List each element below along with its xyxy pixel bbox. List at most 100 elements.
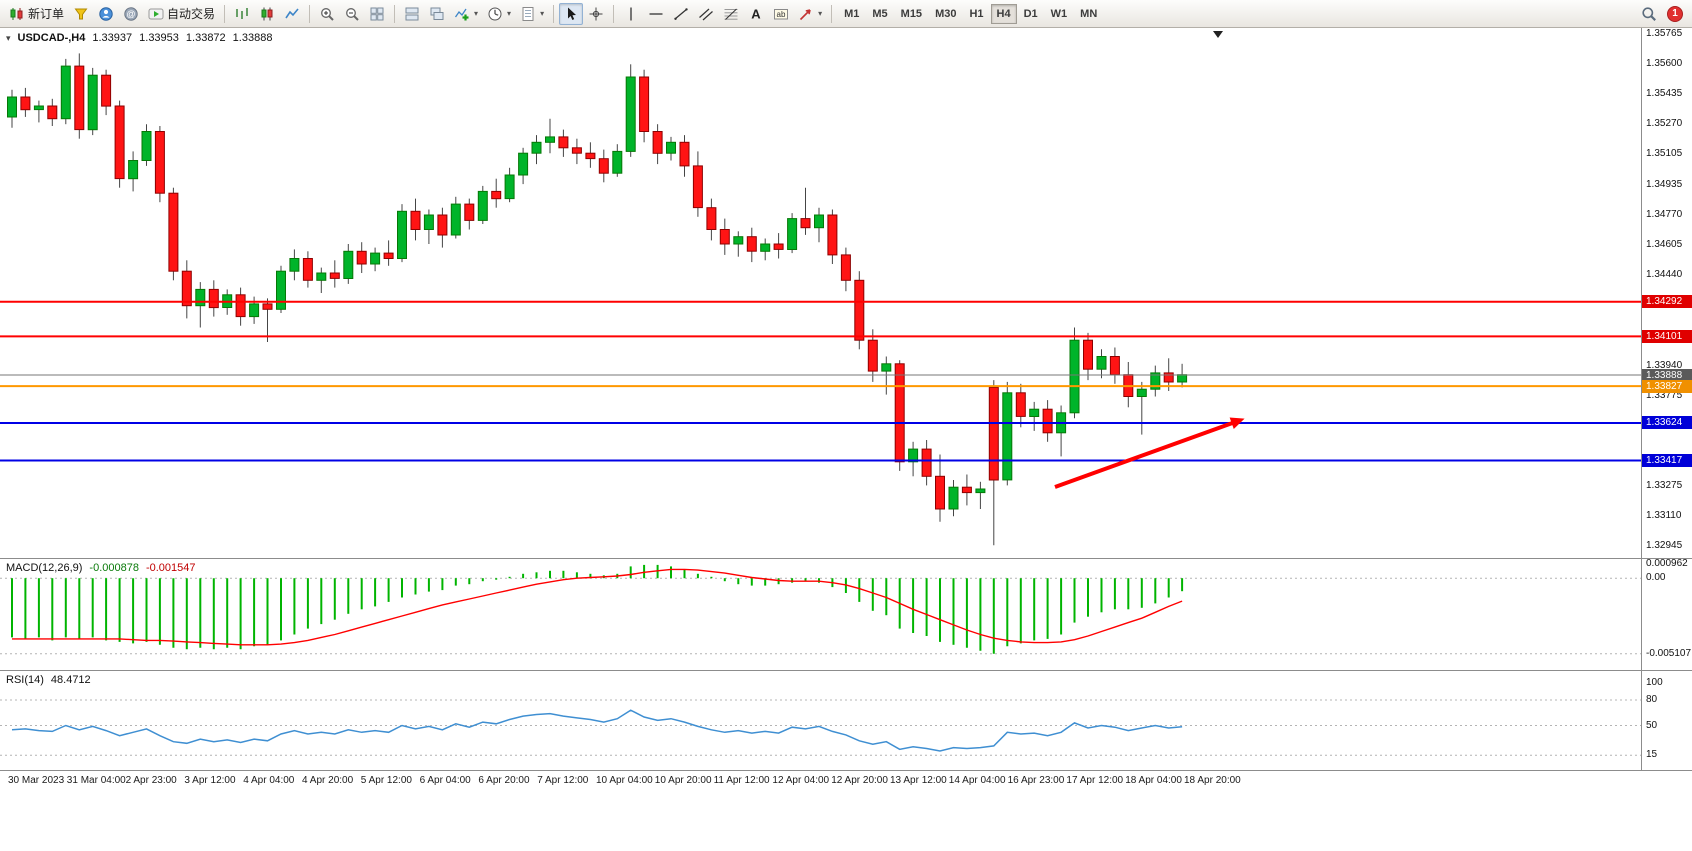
market-button[interactable]: [69, 3, 93, 25]
scale-tick-label: 100: [1646, 677, 1663, 688]
zoom-in-button[interactable]: [315, 3, 339, 25]
panel-divider[interactable]: [0, 558, 1692, 559]
price-line-label: 1.34292: [1642, 295, 1692, 309]
panel-divider[interactable]: [0, 770, 1692, 771]
cascade-windows-button[interactable]: [425, 3, 449, 25]
zoom-out-icon: [346, 7, 359, 21]
autotrading-label: 自动交易: [167, 7, 216, 21]
rsi-panel-canvas[interactable]: [0, 671, 1641, 770]
svg-text:ab: ab: [777, 9, 786, 18]
timeframe-h4-button[interactable]: H4: [990, 3, 1017, 24]
indicators-button[interactable]: ▾: [450, 3, 482, 25]
price-chart-canvas[interactable]: [0, 28, 1641, 558]
timeframe-m30-button[interactable]: M30: [935, 7, 957, 20]
notification-badge[interactable]: 1: [1667, 5, 1683, 22]
cursor-button[interactable]: [559, 2, 584, 25]
price-line-label: 1.33888: [1642, 368, 1692, 382]
search-icon: [1642, 6, 1656, 21]
toolbar-separator: [224, 4, 226, 23]
timeframe-w1-button[interactable]: W1: [1050, 7, 1068, 20]
clock-icon: [488, 7, 502, 20]
crosshair-button[interactable]: [584, 3, 608, 25]
trend-arrow-annotation: [1054, 417, 1245, 489]
scale-tick-label: 0.00: [1646, 572, 1666, 584]
line-chart-button[interactable]: [280, 3, 304, 25]
arrange-windows-button[interactable]: [400, 3, 424, 25]
text-label-button[interactable]: ab: [769, 3, 793, 25]
autotrading-button[interactable]: 自动交易: [144, 3, 219, 25]
toolbar-right: 1: [1637, 3, 1687, 25]
chart-symbol-period: USDCAD-,H4: [17, 32, 86, 44]
new-order-button[interactable]: 新订单: [5, 3, 68, 25]
equidistant-channel-button[interactable]: [694, 3, 718, 25]
new-order-icon: [10, 7, 23, 20]
rsi-line: [11, 709, 1183, 752]
templates-button[interactable]: ▾: [516, 3, 548, 25]
dropdown-arrow-icon[interactable]: ▾: [507, 9, 512, 18]
svg-text:A: A: [751, 6, 761, 21]
dropdown-arrow-icon[interactable]: ▾: [818, 9, 823, 18]
time-axis-label: 30 Mar 2023: [8, 775, 65, 786]
expand-triangle-icon[interactable]: ▾: [6, 32, 11, 43]
search-button[interactable]: [1637, 3, 1661, 25]
price-line-label: 1.33624: [1642, 416, 1692, 430]
text-button[interactable]: A: [744, 3, 768, 25]
time-axis-label: 12 Apr 04:00: [772, 775, 830, 786]
time-axis-label: 12 Apr 20:00: [831, 775, 888, 786]
fibo-icon: [724, 8, 738, 20]
vertical-line-button[interactable]: [619, 3, 643, 25]
macd-histogram: [11, 564, 1184, 654]
macd-indicator-label: MACD(12,26,9) -0.000878 -0.001547: [6, 562, 196, 574]
tile-icon: [370, 7, 384, 20]
time-axis-label: 2 Apr 23:00: [125, 775, 177, 786]
cascade-icon: [430, 7, 444, 20]
time-axis-label: 16 Apr 23:00: [1007, 775, 1065, 786]
timeframe-mn-button[interactable]: MN: [1080, 7, 1098, 20]
bars-icon: [236, 7, 248, 19]
timeframe-d1-button[interactable]: D1: [1023, 7, 1038, 20]
cursor-icon: [568, 7, 577, 20]
scroll-end-marker-icon: [1213, 31, 1223, 38]
price-scale-divider: [1641, 28, 1642, 770]
scale-tick-label: 1.33275: [1646, 480, 1683, 492]
scale-tick-label: 1.34770: [1646, 208, 1683, 220]
price-scale[interactable]: 1.35765 1.35600 1.35435 1.35270 1.35105 1.349…: [1642, 28, 1692, 770]
macd-panel-canvas[interactable]: [0, 559, 1641, 670]
scale-tick-label: 1.32945: [1646, 540, 1683, 552]
dropdown-arrow-icon[interactable]: ▾: [474, 9, 479, 18]
timeframe-toolbar: M1 M5 M15 M30 H1 H4 D1 W1 MN: [838, 3, 1103, 24]
signals-button[interactable]: [94, 3, 118, 25]
svg-text:@: @: [126, 9, 135, 19]
community-button[interactable]: @: [119, 3, 143, 25]
crosshair-icon: [589, 7, 603, 20]
trendline-button[interactable]: [669, 3, 693, 25]
candlestick-chart-button[interactable]: [255, 3, 279, 25]
timeframe-m15-button[interactable]: M15: [900, 7, 923, 20]
time-axis[interactable]: 30 Mar 2023 31 Mar 04:00 2 Apr 23:00 3 Apr …: [0, 770, 1692, 794]
rsi-name: RSI(14): [6, 674, 44, 686]
tile-windows-button[interactable]: [365, 3, 389, 25]
time-axis-label: 10 Apr 20:00: [654, 775, 712, 786]
arrow-objects-button[interactable]: ▾: [794, 3, 826, 25]
zoom-out-button[interactable]: [340, 3, 364, 25]
panel-divider[interactable]: [0, 670, 1692, 671]
time-axis-label: 4 Apr 04:00: [243, 775, 295, 786]
horizontal-line-button[interactable]: [644, 3, 668, 25]
toolbar-separator: [309, 4, 311, 23]
ohlc-close: 1.33888: [232, 32, 273, 44]
scale-tick-label: 1.33940: [1646, 359, 1683, 371]
time-axis-label: 13 Apr 12:00: [890, 775, 947, 786]
rsi-indicator-label: RSI(14) 48.4712: [6, 674, 91, 686]
bar-chart-button[interactable]: [230, 3, 254, 25]
dropdown-arrow-icon[interactable]: ▾: [540, 9, 545, 18]
timeframe-m5-button[interactable]: M5: [872, 7, 888, 20]
chart-header: ▾ USDCAD-,H4 1.33937 1.33953 1.33872 1.3…: [6, 32, 272, 44]
fibonacci-button[interactable]: [719, 3, 743, 25]
community-icon: @: [124, 6, 138, 21]
time-axis-label: 4 Apr 20:00: [302, 775, 354, 786]
timeframe-m1-button[interactable]: M1: [844, 7, 860, 20]
periods-button[interactable]: ▾: [483, 3, 515, 25]
timeframe-h1-button[interactable]: H1: [969, 7, 984, 20]
